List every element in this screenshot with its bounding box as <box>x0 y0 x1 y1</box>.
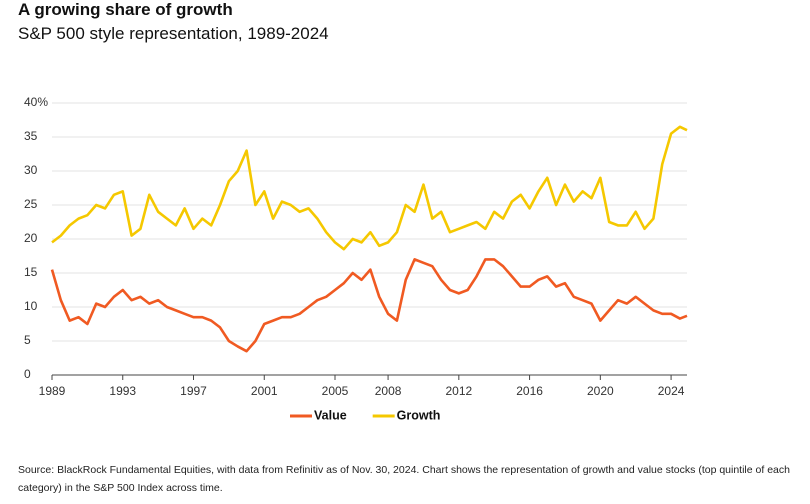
y-tick-label: 30 <box>24 163 38 177</box>
y-tick-label: 0 <box>24 367 31 381</box>
legend-label: Growth <box>397 408 441 422</box>
x-tick-label: 2001 <box>251 384 278 398</box>
y-tick-label: 5 <box>24 333 31 347</box>
x-tick-label: 2024 <box>658 384 685 398</box>
y-tick-label: 35 <box>24 129 38 143</box>
source-note: Source: BlackRock Fundamental Equities, … <box>18 464 790 494</box>
x-tick-label: 2008 <box>375 384 402 398</box>
title: A growing share of growth <box>18 0 233 19</box>
x-tick-label: 1989 <box>39 384 66 398</box>
y-tick-label: 10 <box>24 299 38 313</box>
chart: 0 5 10 15 20 25 30 35 40% 1989 1993 1997 2001 2005 200… <box>24 95 688 422</box>
x-tick-label: 1993 <box>109 384 136 398</box>
legend-label: Value <box>314 408 347 422</box>
series-line <box>50 258 688 353</box>
y-tick-label: 15 <box>24 265 38 279</box>
subtitle: S&P 500 style representation, 1989-2024 <box>18 24 329 43</box>
series-line <box>51 125 688 251</box>
y-tick-label: 40% <box>24 95 48 109</box>
y-tick-label: 20 <box>24 231 38 245</box>
y-tick-label: 25 <box>24 197 38 211</box>
x-tick-label: 2020 <box>587 384 614 398</box>
x-tick-label: 2005 <box>322 384 349 398</box>
x-tick-label: 2016 <box>516 384 543 398</box>
x-tick-label: 1997 <box>180 384 207 398</box>
x-tick-label: 2012 <box>445 384 472 398</box>
